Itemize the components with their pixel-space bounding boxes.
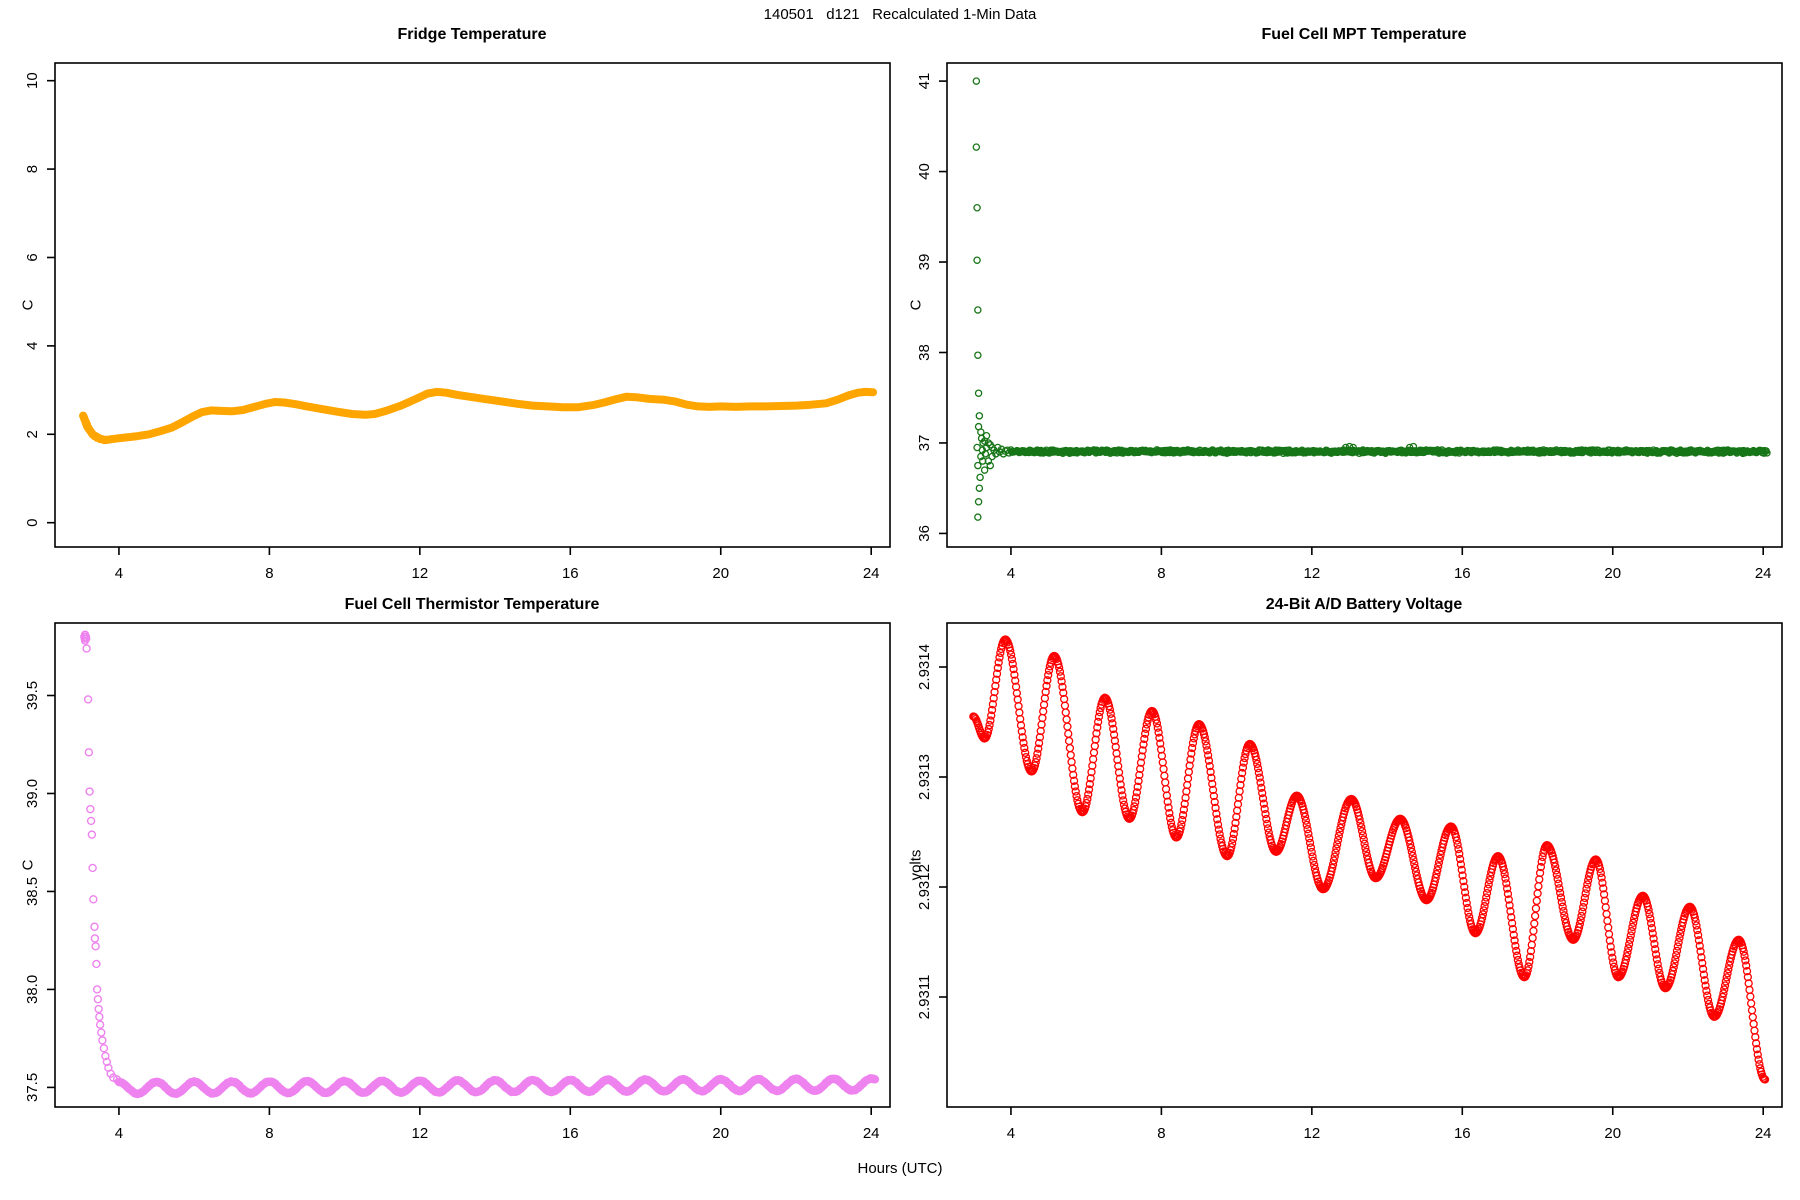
y-tick-label: 38 [916,344,933,361]
x-axis-ticks: 4 8 12 16 20 24 [115,547,880,582]
y-tick-label: 37 [916,435,933,452]
x-tick-label: 4 [1007,1125,1015,1142]
y-tick-label: 2.9313 [916,754,933,800]
x-tick-label: 12 [1303,1125,1320,1142]
plot-border [946,622,1783,1108]
y-tick-label: 41 [916,73,933,90]
x-tick-label: 16 [1454,565,1471,582]
x-tick-label: 20 [712,565,729,582]
series-points [79,411,109,445]
y-tick-label: 39.0 [24,779,41,808]
series-points [969,635,1770,1084]
y-tick-label: 0 [24,519,41,527]
x-tick-label: 12 [411,1125,428,1142]
y-tick-label: 2.9314 [916,644,933,690]
series-points [114,1074,880,1099]
y-tick-label: 2.9311 [916,975,933,1020]
y-tick-label: 2 [24,430,41,438]
fuel-cell-mpt-temperature-plot: 4 8 12 16 20 24 36 37 38 39 40 41 [916,62,1783,582]
x-tick-label: 24 [863,1125,880,1142]
plot-border [54,62,891,548]
fuel-cell-thermistor-plot: 4 8 12 16 20 24 37.5 38.0 38.5 39.0 39.5 [24,622,891,1142]
y-tick-label: 2.9312 [916,864,933,910]
x-tick-label: 8 [1157,565,1165,582]
x-axis-ticks: 4 8 12 16 20 24 [1007,547,1772,582]
main-title: 140501 d121 Recalculated 1-Min Data [763,6,1037,23]
y-tick-label: 36 [916,525,933,542]
x-tick-label: 24 [863,565,880,582]
x-tick-label: 16 [562,565,579,582]
y-axis-ticks: 0 2 4 6 8 10 [24,72,55,527]
x-tick-label: 16 [1454,1125,1471,1142]
x-tick-label: 4 [115,1125,123,1142]
y-tick-label: 8 [24,165,41,173]
data-series [79,387,878,445]
y-tick-label: 10 [24,72,41,89]
series-points [1007,446,1771,457]
y-axis-ticks: 36 37 38 39 40 41 [916,73,947,542]
series-points [80,630,122,1084]
y-tick-label: 38.0 [24,975,41,1004]
x-tick-label: 8 [1157,1125,1165,1142]
x-tick-label: 24 [1755,565,1772,582]
panel-title-mpt: Fuel Cell MPT Temperature [1261,26,1467,43]
x-axis-ticks: 4 8 12 16 20 24 [1007,1107,1772,1142]
panel-title-fridge: Fridge Temperature [397,26,547,43]
y-tick-label: 38.5 [24,877,41,906]
series-line [79,387,878,444]
x-tick-label: 12 [411,565,428,582]
plot-border [946,62,1783,548]
x-tick-label: 24 [1755,1125,1772,1142]
x-tick-label: 12 [1303,565,1320,582]
x-tick-label: 16 [562,1125,579,1142]
y-tick-label: 4 [24,342,41,350]
battery-voltage-plot: 4 8 12 16 20 24 2.9311 2.9312 2.9313 2.9314 [916,622,1783,1142]
x-tick-label: 20 [1604,1125,1621,1142]
x-tick-label: 4 [115,565,123,582]
data-series [969,635,1770,1084]
x-tick-label: 20 [1604,565,1621,582]
plot-border [54,622,891,1108]
panel-title-battery: 24-Bit A/D Battery Voltage [1265,596,1463,613]
y-tick-label: 39 [916,254,933,271]
x-tick-label: 8 [265,565,273,582]
x-axis-ticks: 4 8 12 16 20 24 [115,1107,880,1142]
x-tick-label: 4 [1007,565,1015,582]
x-tick-label: 8 [265,1125,273,1142]
y-tick-label: 40 [916,163,933,180]
data-series [80,630,880,1099]
y-axis-ticks: 37.5 38.0 38.5 39.0 39.5 [24,681,55,1102]
y-tick-label: 37.5 [24,1073,41,1102]
panel-title-thermistor: Fuel Cell Thermistor Temperature [344,596,600,613]
x-tick-label: 20 [712,1125,729,1142]
y-tick-label: 39.5 [24,681,41,710]
y-axis-ticks: 2.9311 2.9312 2.9313 2.9314 [916,644,947,1019]
y-tick-label: 6 [24,253,41,261]
x-axis-label: Hours (UTC) [857,1160,943,1177]
data-series [972,77,1771,521]
